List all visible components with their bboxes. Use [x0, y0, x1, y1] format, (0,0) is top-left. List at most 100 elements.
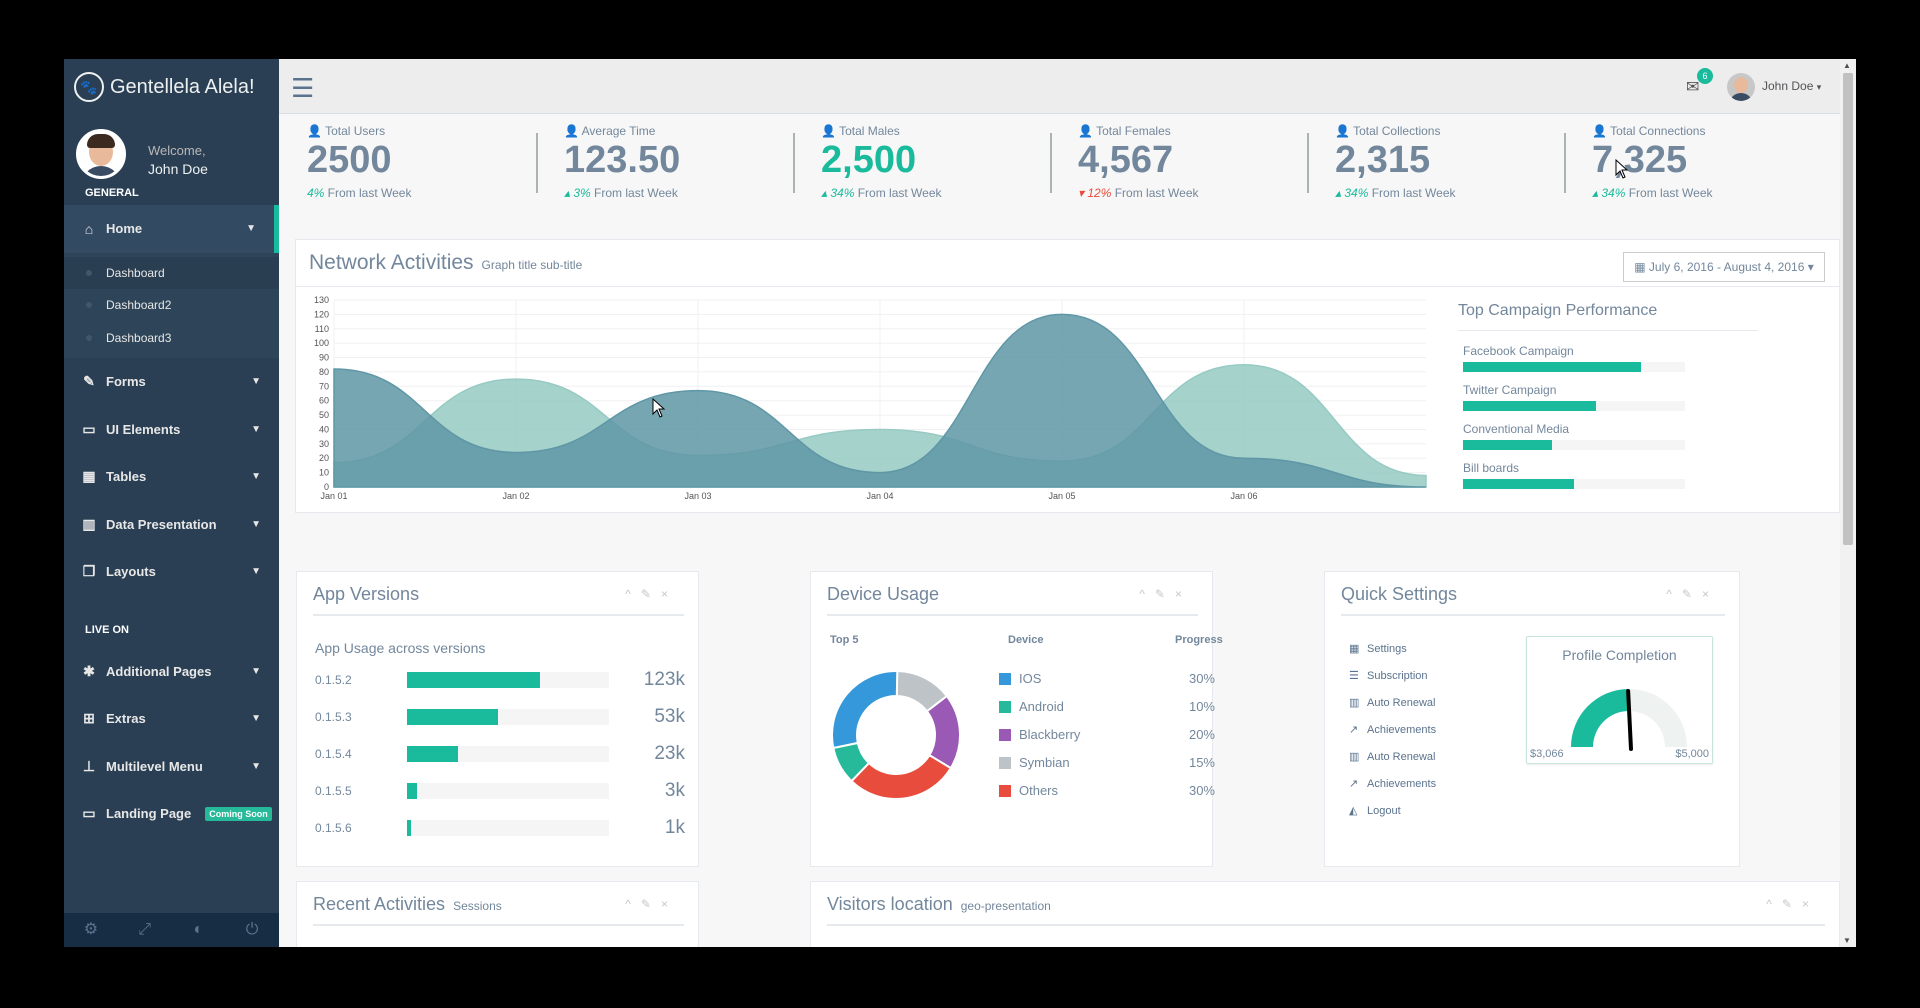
sidebar-item-home[interactable]: ⌂ Home ▼: [64, 205, 279, 253]
sidebar-item-label: Tables: [106, 469, 147, 485]
sidebar-item-label: Additional Pages: [106, 663, 212, 679]
wrench-icon[interactable]: ✎: [1781, 897, 1802, 911]
stat-change: ▴ 34% From last Week: [1335, 186, 1456, 200]
app-version-row: 0.1.5.5 3k: [315, 780, 685, 802]
brand[interactable]: 🐾 Gentellela Alela!: [64, 59, 279, 115]
x-tick-label: Jan 04: [866, 491, 893, 501]
recent-title-text: Recent Activities: [313, 894, 446, 914]
quick-setting-item[interactable]: ◭ Logout: [1349, 804, 1401, 824]
section-live-on: LIVE ON: [85, 623, 130, 636]
sidebar-footer: ⚙ ⤢ ◐ ⏻: [64, 913, 279, 947]
chevron-down-icon: ▾: [1816, 82, 1822, 92]
gauge-fill: [1571, 689, 1629, 747]
user-icon: 👤: [1078, 124, 1093, 138]
campaign-item: Bill boards: [1463, 461, 1685, 489]
close-icon[interactable]: ×: [1801, 897, 1819, 911]
version-count: 3k: [664, 780, 685, 801]
collapse-icon[interactable]: ^: [1666, 587, 1682, 601]
scrollbar-thumb[interactable]: [1843, 73, 1853, 545]
user-menu[interactable]: John Doe ▾: [1762, 79, 1821, 93]
sidebar-item-layouts[interactable]: ❐ Layouts ▼: [64, 548, 279, 596]
gauge-needle: [1626, 689, 1633, 751]
sidebar-item-multilevel-menu[interactable]: ⊥ Multilevel Menu ▼: [64, 743, 279, 791]
sidebar-subitem-dashboard2[interactable]: Dashboard2: [64, 289, 279, 322]
sidebar-item-additional-pages[interactable]: ✱ Additional Pages ▼: [64, 648, 279, 696]
collapse-icon[interactable]: ^: [625, 587, 641, 601]
version-progress-fill: [407, 709, 498, 725]
user-name: John Doe: [148, 161, 208, 177]
device-percent: 15%: [1188, 755, 1215, 770]
quick-setting-item[interactable]: ☰ Subscription: [1349, 669, 1428, 689]
stat-change-suffix: From last Week: [324, 186, 412, 200]
menu-toggle-icon[interactable]: ☰: [291, 73, 315, 103]
lock-icon[interactable]: ◐: [193, 921, 204, 938]
mouse-cursor: [652, 398, 666, 418]
sidebar-item-extras[interactable]: ⊞ Extras ▼: [64, 695, 279, 743]
quick-setting-item[interactable]: ↗ Achievements: [1349, 723, 1436, 743]
quick-setting-item[interactable]: ▥ Auto Renewal: [1349, 696, 1436, 716]
collapse-icon[interactable]: ^: [1766, 897, 1782, 911]
version-progress-bar: [407, 746, 609, 762]
wrench-icon[interactable]: ✎: [640, 897, 661, 911]
sidebar-item-label: Data Presentation: [106, 516, 217, 532]
x-tick-label: Jan 02: [502, 491, 529, 501]
device-col-device: Device: [1008, 634, 1044, 646]
collapse-icon[interactable]: ^: [625, 897, 641, 911]
settings-icon[interactable]: ⚙: [83, 921, 99, 938]
stat-label-text: Average Time: [581, 124, 656, 138]
device-col-top: Top 5: [830, 634, 859, 646]
stat-value: 7,325: [1592, 139, 1688, 181]
quick-setting-item[interactable]: ↗ Achievements: [1349, 777, 1436, 797]
sidebar-subitem-dashboard3[interactable]: Dashboard3: [64, 322, 279, 355]
date-range-picker[interactable]: ▦ July 6, 2016 - August 4, 2016 ▾: [1623, 252, 1825, 282]
sidebar-subitem-dashboard[interactable]: Dashboard: [64, 256, 279, 289]
bug-icon: ✱: [83, 662, 95, 679]
brand-name: Gentellela Alela!: [110, 75, 255, 98]
version-label: 0.1.5.4: [315, 747, 352, 761]
envelope-icon[interactable]: ✉: [1686, 79, 1700, 96]
sidebar-item-forms[interactable]: ✎ Forms ▼: [64, 358, 279, 406]
version-count: 23k: [654, 743, 685, 764]
campaign-progress-fill: [1463, 440, 1552, 450]
user-avatar[interactable]: [1727, 73, 1755, 101]
close-icon[interactable]: ×: [1174, 587, 1192, 601]
sidebar-item-landing-page[interactable]: ▭ Landing Page Coming Soon: [64, 790, 279, 838]
sidebar-item-data-presentation[interactable]: ▥ Data Presentation ▼: [64, 501, 279, 549]
bar-chart-icon: ▥: [82, 515, 96, 532]
device-row: Symbian 15%: [999, 754, 1215, 776]
version-count: 53k: [654, 706, 685, 727]
collapse-icon[interactable]: ^: [1139, 587, 1155, 601]
user-icon: 👤: [821, 124, 836, 138]
close-icon[interactable]: ×: [1701, 587, 1719, 601]
wrench-icon[interactable]: ✎: [1154, 587, 1175, 601]
stat-change: 4% From last Week: [307, 186, 411, 200]
welcome-text: Welcome,: [148, 143, 206, 158]
sidebar-item-tables[interactable]: ▦ Tables ▼: [64, 453, 279, 501]
close-icon[interactable]: ×: [660, 897, 678, 911]
network-title: Network Activities Graph title sub-title: [309, 251, 582, 275]
panel-tools: ^✎×: [625, 897, 678, 911]
quick-setting-item[interactable]: ▦ Settings: [1349, 642, 1407, 662]
app-versions-panel: App Versions ^✎× App Usage across versio…: [296, 571, 699, 867]
chevron-down-icon: ▼: [251, 665, 261, 677]
scroll-up-icon[interactable]: ▲: [1843, 61, 1851, 70]
logout-icon[interactable]: ⏻: [245, 921, 259, 938]
sidebar-item-ui-elements[interactable]: ▭ UI Elements ▼: [64, 406, 279, 454]
scroll-down-icon[interactable]: ▼: [1843, 936, 1851, 945]
sidebar-item-label: Forms: [106, 374, 146, 390]
user-icon: 👤: [1592, 124, 1607, 138]
wrench-icon[interactable]: ✎: [1681, 587, 1702, 601]
stat-change-pct: ▴ 3%: [564, 186, 591, 200]
device-name: Android: [1019, 699, 1064, 714]
calendar-icon: ▦: [1349, 643, 1360, 655]
wrench-icon[interactable]: ✎: [640, 587, 661, 601]
fullscreen-icon[interactable]: ⤢: [138, 921, 152, 938]
close-icon[interactable]: ×: [660, 587, 678, 601]
quick-setting-item[interactable]: ▥ Auto Renewal: [1349, 750, 1436, 770]
clone-icon: ❐: [82, 563, 96, 580]
quick-setting-label: Auto Renewal: [1367, 751, 1436, 763]
page-scrollbar[interactable]: ▲ ▼: [1840, 59, 1856, 947]
calendar-icon: ▦: [1634, 260, 1646, 274]
campaign-label: Conventional Media: [1463, 422, 1570, 436]
stat-tile: 👤 Total Males 2,500 ▴ 34% From last Week: [793, 115, 1050, 235]
